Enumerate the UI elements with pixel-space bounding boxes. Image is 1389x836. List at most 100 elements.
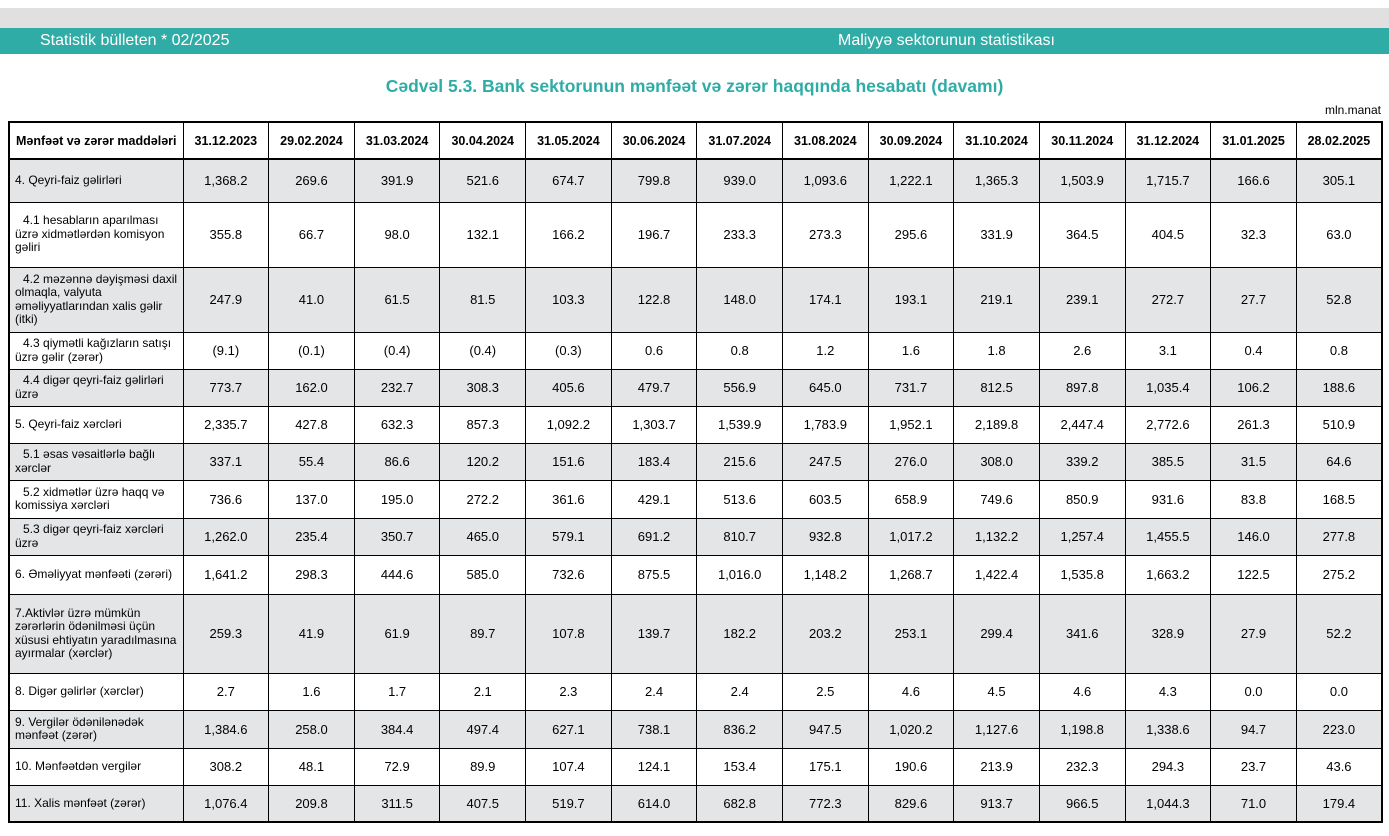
value-cell: 305.1 [1295, 158, 1383, 203]
value-cell: 2.4 [610, 672, 698, 711]
value-cell: 1.8 [953, 331, 1040, 370]
value-cell: 2,772.6 [1124, 405, 1212, 444]
value-cell: 106.2 [1210, 368, 1297, 407]
value-cell: 294.3 [1124, 747, 1212, 786]
value-cell: 1,093.6 [781, 158, 869, 203]
value-cell: 43.6 [1295, 747, 1383, 786]
column-header: 30.04.2024 [439, 121, 527, 160]
value-cell: 179.4 [1295, 784, 1383, 823]
row-label: 8. Digər gəlirlər (xərclər) [8, 672, 184, 711]
table-row: 5.3 digər qeyri-faiz xərcləri üzrə 1,262.… [8, 517, 1383, 556]
value-cell: 731.7 [867, 368, 955, 407]
value-cell: 299.4 [953, 593, 1040, 674]
value-cell: 137.0 [268, 479, 355, 519]
value-cell: 1,198.8 [1038, 709, 1126, 749]
value-cell: 122.8 [610, 266, 698, 333]
column-header: 31.01.2025 [1210, 121, 1297, 160]
value-cell: 239.1 [1038, 266, 1126, 333]
value-cell: 41.0 [268, 266, 355, 333]
value-cell: 308.0 [953, 442, 1040, 481]
value-cell: 146.0 [1210, 517, 1297, 556]
value-cell: 1,268.7 [867, 554, 955, 595]
value-cell: 603.5 [781, 479, 869, 519]
value-cell: 1,076.4 [182, 784, 270, 823]
value-cell: 407.5 [439, 784, 527, 823]
value-cell: 41.9 [268, 593, 355, 674]
value-cell: 427.8 [268, 405, 355, 444]
value-cell: 966.5 [1038, 784, 1126, 823]
value-cell: 772.3 [781, 784, 869, 823]
value-cell: 3.1 [1124, 331, 1212, 370]
value-cell: 1,016.0 [696, 554, 783, 595]
value-cell: 1,303.7 [610, 405, 698, 444]
table-row: 9. Vergilər ödənilənədək mənfəət (zərər)… [8, 709, 1383, 749]
value-cell: 404.5 [1124, 201, 1212, 268]
row-label: 9. Vergilər ödənilənədək mənfəət (zərər) [8, 709, 184, 749]
value-cell: 209.8 [268, 784, 355, 823]
value-cell: 166.2 [525, 201, 612, 268]
value-cell: (0.3) [525, 331, 612, 370]
value-cell: 276.0 [867, 442, 955, 481]
value-cell: 337.1 [182, 442, 270, 481]
value-cell: 897.8 [1038, 368, 1126, 407]
value-cell: 175.1 [781, 747, 869, 786]
table-row: 5. Qeyri-faiz xərcləri 2,335.7 427.8 632.3 8… [8, 405, 1383, 444]
value-cell: 1,715.7 [1124, 158, 1212, 203]
value-cell: 1,384.6 [182, 709, 270, 749]
value-cell: 4.3 [1124, 672, 1212, 711]
value-cell: 736.6 [182, 479, 270, 519]
value-cell: 913.7 [953, 784, 1040, 823]
table-row: 10. Mənfəətdən vergilər 308.2 48.1 72.9 89.9… [8, 747, 1383, 786]
value-cell: 521.6 [439, 158, 527, 203]
value-cell: 429.1 [610, 479, 698, 519]
data-table: Mənfəət və zərər maddələri 31.12.2023 29.… [8, 121, 1383, 823]
value-cell: 1,952.1 [867, 405, 955, 444]
value-cell: 132.1 [439, 201, 527, 268]
value-cell: 444.6 [353, 554, 441, 595]
value-cell: 247.5 [781, 442, 869, 481]
value-cell: 203.2 [781, 593, 869, 674]
value-cell: 182.2 [696, 593, 783, 674]
value-cell: 31.5 [1210, 442, 1297, 481]
value-cell: 233.3 [696, 201, 783, 268]
value-cell: 658.9 [867, 479, 955, 519]
value-cell: 64.6 [1295, 442, 1383, 481]
bulletin-title: Statistik bülleten * 02/2025 [40, 32, 230, 49]
value-cell: 1,092.2 [525, 405, 612, 444]
value-cell: 799.8 [610, 158, 698, 203]
value-cell: 2.5 [781, 672, 869, 711]
value-cell: 103.3 [525, 266, 612, 333]
value-cell: 1,368.2 [182, 158, 270, 203]
value-cell: 139.7 [610, 593, 698, 674]
value-cell: 1,132.2 [953, 517, 1040, 556]
row-label: 6. Əməliyyat mənfəəti (zərəri) [8, 554, 184, 595]
value-cell: 1.6 [867, 331, 955, 370]
value-cell: 151.6 [525, 442, 612, 481]
value-cell: 738.1 [610, 709, 698, 749]
row-label: 4.2 məzənnə dəyişməsi daxil olmaqla, val… [8, 266, 184, 333]
value-cell: 81.5 [439, 266, 527, 333]
value-cell: 479.7 [610, 368, 698, 407]
column-header: 30.06.2024 [610, 121, 698, 160]
value-cell: 89.9 [439, 747, 527, 786]
value-cell: 195.0 [353, 479, 441, 519]
value-cell: 298.3 [268, 554, 355, 595]
value-cell: (0.4) [439, 331, 527, 370]
value-cell: 0.6 [610, 331, 698, 370]
value-cell: 232.7 [353, 368, 441, 407]
top-strip [0, 8, 1389, 28]
header-row: Mənfəət və zərər maddələri 31.12.2023 29.… [8, 121, 1383, 160]
value-cell: 645.0 [781, 368, 869, 407]
value-cell: 120.2 [439, 442, 527, 481]
value-cell: 308.2 [182, 747, 270, 786]
column-header: 31.12.2023 [182, 121, 270, 160]
value-cell: 94.7 [1210, 709, 1297, 749]
value-cell: 1,663.2 [1124, 554, 1212, 595]
value-cell: 4.5 [953, 672, 1040, 711]
value-cell: 55.4 [268, 442, 355, 481]
value-cell: 810.7 [696, 517, 783, 556]
value-cell: (9.1) [182, 331, 270, 370]
value-cell: 674.7 [525, 158, 612, 203]
value-cell: 1,148.2 [781, 554, 869, 595]
value-cell: 311.5 [353, 784, 441, 823]
